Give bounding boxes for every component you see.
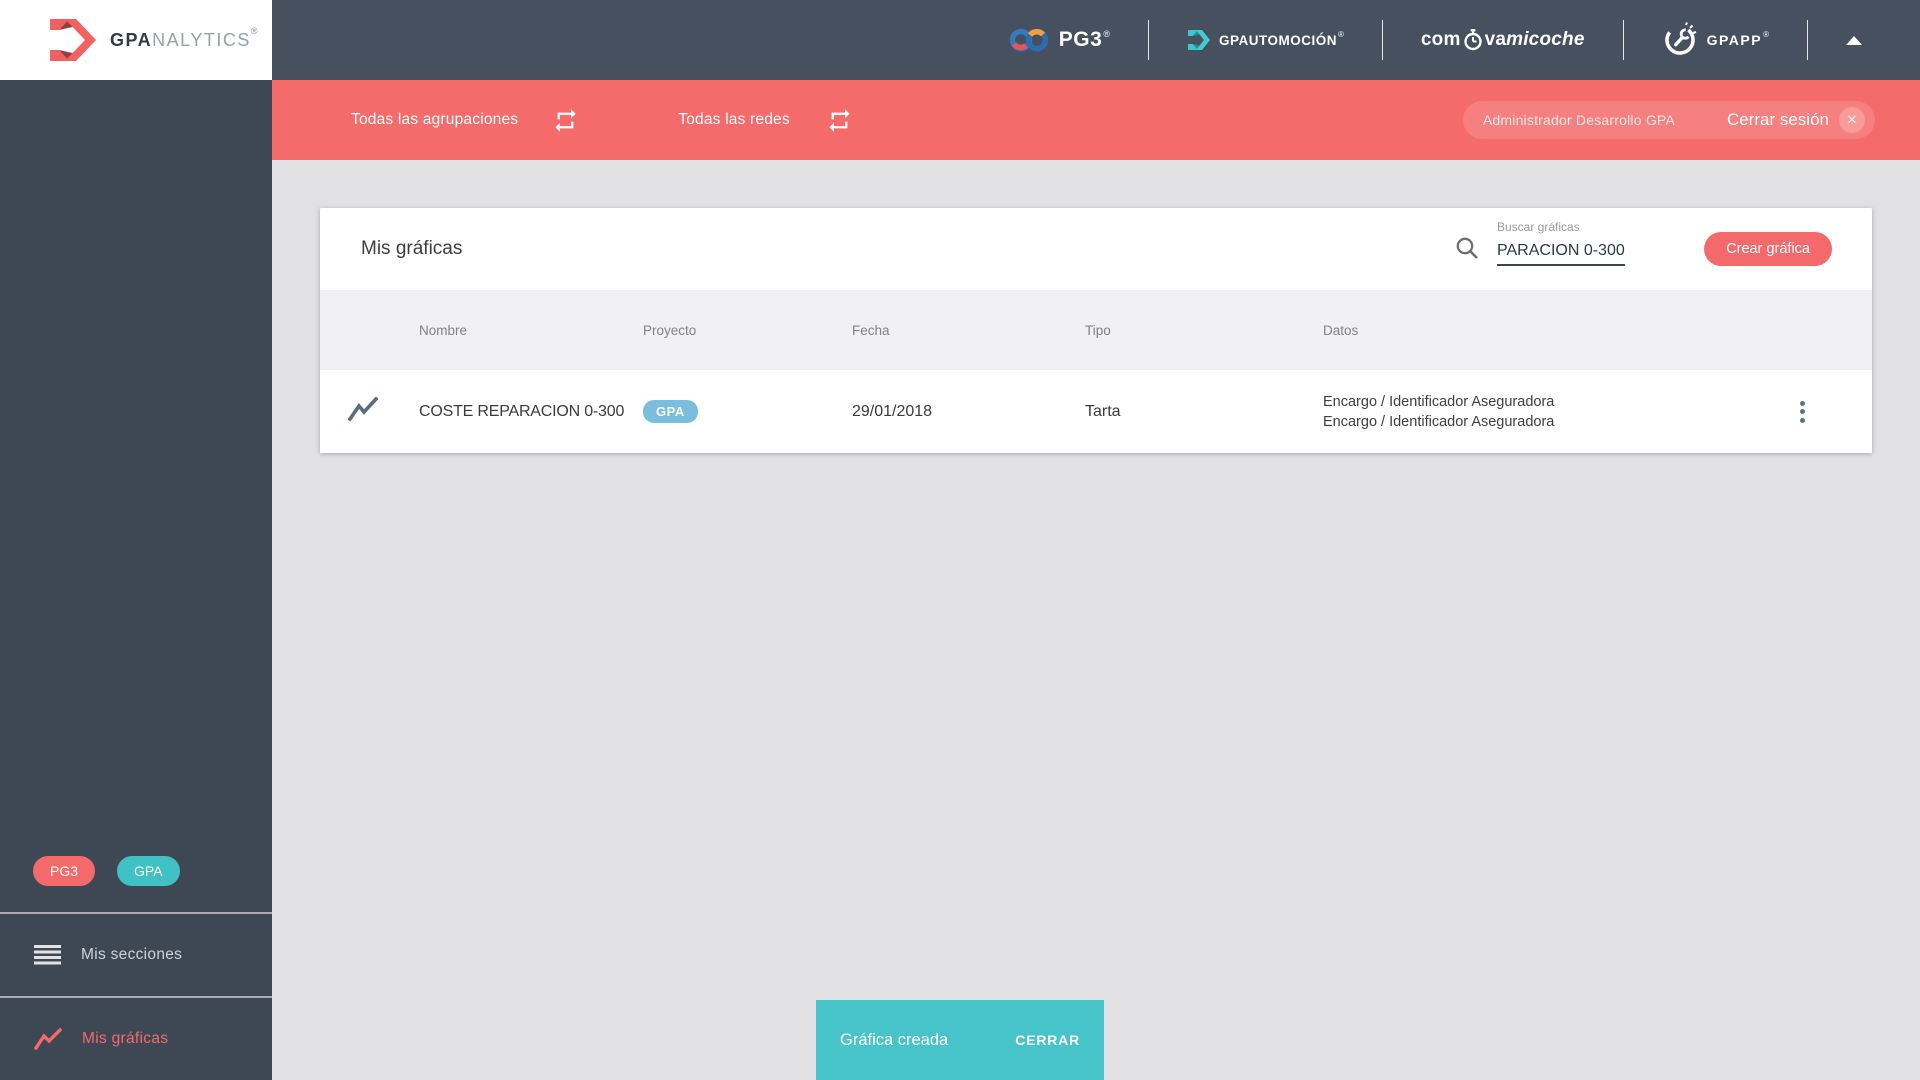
row-project-cell: GPA: [643, 400, 852, 423]
row-date: 29/01/2018: [852, 402, 933, 420]
create-chart-button[interactable]: Crear gráfica: [1704, 232, 1832, 266]
filter-bar: Todas las agrupaciones Todas las redes A…: [272, 80, 1920, 160]
column-header-datos: Datos: [1323, 322, 1359, 338]
user-chip: Administrador Desarrollo GPA Cerrar sesi…: [1462, 101, 1875, 139]
row-icon-cell: [320, 395, 419, 427]
row-name: COSTE REPARACION 0-300: [419, 402, 625, 420]
column-header-proyecto: Proyecto: [643, 322, 697, 338]
gpapp-reg: ®: [1763, 29, 1769, 39]
gpapp-label: GPAPP: [1706, 32, 1763, 48]
top-header: PG3 ® GPAUTOMOCIÓN ® com va micoche: [272, 0, 1920, 80]
gpapp-wrench-icon: [1664, 22, 1696, 55]
pg3-label: PG3: [1058, 28, 1103, 51]
pg3-infinity-icon: [1009, 28, 1049, 52]
line-chart-icon: [34, 1028, 62, 1050]
row-datos-line2: Encargo / Identificador Aseguradora: [1323, 413, 1555, 430]
page-title: Mis gráficas: [361, 238, 463, 259]
search-floating-label: Buscar gráficas: [1497, 220, 1580, 234]
badge-gpa[interactable]: GPA: [117, 856, 180, 886]
snackbar-message: Gráfica creada: [840, 1030, 949, 1049]
caret-up-icon[interactable]: [1846, 35, 1862, 45]
snackbar-close-button[interactable]: CERRAR: [1015, 1032, 1080, 1048]
card-header: Mis gráficas Buscar gráficas PARACION 0-…: [320, 208, 1872, 290]
sidebar-item-mis-graficas[interactable]: Mis gráficas: [0, 998, 272, 1080]
app-logo: GPANALYTICS®: [0, 0, 272, 80]
app-logo-text: GPANALYTICS®: [110, 25, 259, 50]
row-menu-kebab-icon[interactable]: [1794, 395, 1811, 429]
search-icon[interactable]: [1454, 235, 1481, 262]
swap-networks-icon[interactable]: [826, 107, 853, 134]
sidebar-divider: [0, 912, 272, 914]
gpa-arrow-logo-icon: [50, 19, 96, 61]
column-header-tipo: Tipo: [1085, 322, 1111, 338]
header-divider: [1147, 20, 1149, 60]
search-input[interactable]: PARACION 0-300: [1497, 238, 1625, 266]
sidebar-item-label: Mis secciones: [81, 946, 183, 963]
sidebar-item-label: Mis gráficas: [82, 1030, 169, 1047]
sidebar-badges: PG3 GPA: [0, 856, 272, 886]
stopwatch-icon: [1463, 29, 1482, 51]
search-zone: Buscar gráficas PARACION 0-300: [1454, 220, 1625, 266]
header-divider: [1381, 20, 1383, 60]
brand-comprovamicoche[interactable]: com va micoche: [1421, 28, 1585, 52]
pg3-reg: ®: [1103, 29, 1110, 39]
snackbar: Gráfica creada CERRAR: [816, 1000, 1104, 1080]
search-field: Buscar gráficas PARACION 0-300: [1497, 220, 1625, 266]
swap-groupings-icon[interactable]: [552, 107, 579, 134]
row-type: Tarta: [1085, 402, 1121, 420]
badge-pg3[interactable]: PG3: [33, 856, 96, 886]
sections-list-icon: [34, 945, 61, 965]
project-badge: GPA: [643, 400, 698, 423]
my-charts-card: Mis gráficas Buscar gráficas PARACION 0-…: [320, 208, 1872, 453]
search-input-value: PARACION 0-300: [1497, 242, 1625, 259]
header-divider: [1622, 20, 1624, 60]
brand-pg3[interactable]: PG3 ®: [1009, 26, 1110, 54]
header-divider: [1807, 20, 1808, 60]
networks-selector[interactable]: Todas las redes: [678, 111, 790, 128]
user-name: Administrador Desarrollo GPA: [1482, 112, 1675, 128]
sidebar-item-mis-secciones[interactable]: Mis secciones: [0, 914, 272, 996]
table-header: Nombre Proyecto Fecha Tipo Datos: [320, 290, 1872, 370]
brand-gpautomocion[interactable]: GPAUTOMOCIÓN ®: [1187, 28, 1344, 52]
row-datos: Encargo / Identificador Aseguradora Enca…: [1323, 392, 1732, 432]
comprova-post: micoche: [1506, 29, 1585, 50]
table-row[interactable]: COSTE REPARACION 0-300 GPA 29/01/2018 Ta…: [320, 370, 1872, 453]
gpautomocion-reg: ®: [1337, 29, 1344, 39]
groupings-selector[interactable]: Todas las agrupaciones: [351, 111, 519, 128]
logout-close-icon[interactable]: ✕: [1839, 107, 1865, 133]
comprova-pre: com: [1420, 29, 1461, 50]
gpautomocion-label: GPAUTOMOCIÓN: [1218, 32, 1337, 48]
brand-gpapp[interactable]: GPAPP ®: [1662, 22, 1769, 58]
row-datos-line1: Encargo / Identificador Aseguradora: [1323, 393, 1555, 410]
sidebar-divider: [0, 996, 272, 998]
gpautomocion-arrow-icon: [1187, 30, 1210, 50]
sidebar: GPANALYTICS® PG3 GPA Mis secciones Mis g…: [0, 0, 272, 1080]
column-header-nombre: Nombre: [419, 322, 468, 338]
logout-button[interactable]: Cerrar sesión: [1726, 110, 1829, 129]
column-header-fecha: Fecha: [852, 322, 890, 338]
sidebar-spacer: [0, 80, 272, 856]
comprova-mid: va: [1484, 29, 1507, 50]
chart-type-icon: [347, 395, 379, 422]
